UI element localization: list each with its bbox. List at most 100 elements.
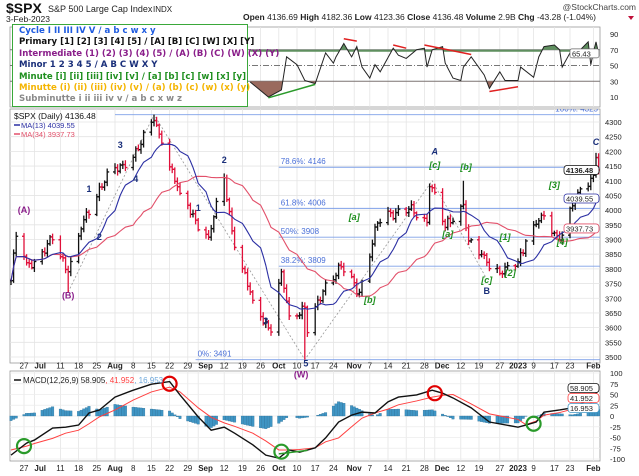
macd-legend-label: MACD(12,26,9) 58.905 bbox=[23, 376, 106, 385]
close-label: Close bbox=[407, 12, 430, 22]
wave-label: 2 bbox=[97, 232, 102, 242]
wave-label: 1 bbox=[86, 184, 91, 194]
rsi-axis-tick-label: 10 bbox=[610, 93, 618, 102]
ohlc-bar bbox=[178, 182, 182, 196]
x-axis-tick-label: Sep bbox=[198, 362, 213, 371]
x-axis-tick-label: 15 bbox=[147, 464, 156, 473]
wave-label: 3 bbox=[118, 140, 123, 150]
ohlc-bar bbox=[196, 218, 201, 232]
x-axis-tick-label: 8 bbox=[131, 362, 136, 371]
price-axis-tick-label: 4200 bbox=[605, 147, 622, 156]
x-axis-tick-label: 2023 bbox=[509, 464, 527, 473]
security-name: S&P 500 Large Cap Index bbox=[48, 4, 153, 14]
macd-histogram-bar bbox=[173, 414, 177, 417]
macd-histogram-bar bbox=[22, 414, 26, 417]
macd-value-tag-text: 41.952 bbox=[570, 394, 593, 403]
x-axis-tick-label: 8 bbox=[131, 464, 136, 473]
macd-histogram-bar bbox=[139, 407, 143, 417]
price-axis-tick-label: 4000 bbox=[605, 206, 622, 215]
price-axis-tick-label: 4300 bbox=[605, 118, 622, 127]
wave-label: [a] bbox=[348, 212, 361, 222]
macd-histogram-bar bbox=[45, 408, 49, 417]
macd-hist-value: , 16.953 bbox=[134, 376, 163, 385]
macd-histogram-bar bbox=[142, 408, 146, 417]
rsi-line bbox=[249, 40, 600, 98]
x-axis-tick-label: 23 bbox=[566, 362, 575, 371]
macd-histogram-bar bbox=[506, 415, 510, 424]
macd-histogram-bar bbox=[430, 409, 434, 417]
high-value: 4182.36 bbox=[321, 12, 352, 22]
macd-axis-tick-label: -75 bbox=[610, 444, 621, 453]
macd-histogram-bar bbox=[82, 408, 86, 417]
macd-histogram-bar bbox=[376, 414, 380, 417]
macd-histogram-bar bbox=[498, 415, 502, 424]
macd-histogram-bar bbox=[77, 411, 81, 417]
macd-histogram-bar bbox=[355, 407, 359, 417]
macd-histogram-bar bbox=[152, 409, 156, 417]
open-label: Open bbox=[243, 12, 265, 22]
fib-level-label: 38.2%: 3809 bbox=[281, 256, 326, 265]
ohlc-bar bbox=[469, 238, 474, 243]
macd-histogram-bar bbox=[558, 413, 562, 417]
macd-histogram-bar bbox=[155, 409, 159, 417]
macd-histogram-bar bbox=[446, 415, 450, 417]
x-axis-tick-label: 21 bbox=[402, 362, 411, 371]
macd-histogram-bar bbox=[394, 408, 398, 417]
ohlc-bar bbox=[159, 130, 164, 146]
macd-histogram-bar bbox=[222, 415, 226, 421]
macd-histogram-bar bbox=[433, 410, 437, 417]
macd-value-tag-text: 16.953 bbox=[570, 404, 593, 413]
x-axis-tick-label: 17 bbox=[311, 362, 320, 371]
macd-histogram-bar bbox=[136, 407, 140, 417]
x-axis-tick-label: Jul bbox=[34, 464, 46, 473]
x-axis-tick-label: 10 bbox=[293, 464, 302, 473]
macd-histogram-bar bbox=[415, 410, 419, 417]
ohlc-bar bbox=[50, 233, 55, 245]
macd-histogram-bar bbox=[285, 415, 289, 418]
x-axis-tick-label: Aug bbox=[107, 362, 123, 371]
ohlc-bar bbox=[105, 168, 110, 187]
x-axis-tick-label: 19 bbox=[475, 362, 484, 371]
macd-histogram-bar bbox=[225, 415, 229, 421]
macd-histogram-bar bbox=[342, 403, 346, 417]
macd-histogram-bar bbox=[407, 409, 411, 417]
price-axis-tick-label: 4100 bbox=[605, 177, 622, 186]
wave-label: [b] bbox=[363, 295, 376, 305]
chart-date: 3-Feb-2023 bbox=[6, 14, 50, 24]
ohlc-bar bbox=[14, 231, 19, 258]
x-axis-tick-label: 19 bbox=[238, 464, 247, 473]
x-axis-tick-label: 17 bbox=[550, 362, 559, 371]
macd-histogram-bar bbox=[316, 414, 320, 417]
x-axis-tick-label: 26 bbox=[256, 464, 265, 473]
macd-histogram-bar bbox=[266, 415, 270, 428]
price-tag bbox=[563, 223, 600, 234]
x-axis-tick-label: 9 bbox=[531, 362, 536, 371]
ohlc-bar bbox=[32, 258, 37, 273]
legend-subminutte: Subminutte i ii iii iv v / a b c x w z bbox=[19, 94, 183, 105]
macd-histogram-bar bbox=[279, 415, 283, 422]
macd-signal-value: , 41.952 bbox=[105, 376, 134, 385]
wave-label: [b] bbox=[459, 162, 472, 172]
ohlc-bar bbox=[542, 210, 546, 220]
elliott-wave-legend: Cycle I II III IV V / a b c w x y Primar… bbox=[12, 24, 279, 107]
chg-value: -43.28 (-1.04%) bbox=[537, 12, 596, 22]
macd-histogram-bar bbox=[277, 415, 281, 424]
x-axis-tick-label: 25 bbox=[92, 362, 101, 371]
fib-level-label: 50%: 3908 bbox=[281, 227, 320, 236]
brand-watermark: @StockCharts.com bbox=[563, 2, 636, 12]
ohlc-bar bbox=[269, 324, 273, 336]
macd-histogram-bar bbox=[337, 401, 341, 417]
macd-histogram-bar bbox=[334, 403, 338, 417]
macd-axis-tick-label: 100 bbox=[610, 369, 623, 378]
x-axis-tick-label: 27 bbox=[495, 464, 504, 473]
x-axis-tick-label: Dec bbox=[435, 464, 450, 473]
ohlc-bar bbox=[560, 231, 565, 245]
macd-histogram-bar bbox=[303, 415, 307, 418]
price-axis-tick-label: 4250 bbox=[605, 133, 622, 142]
macd-histogram-bar bbox=[25, 413, 29, 417]
macd-histogram-bar bbox=[459, 415, 463, 420]
macd-layer bbox=[9, 375, 601, 460]
macd-histogram-bar bbox=[246, 415, 250, 426]
ohlc-bar bbox=[232, 226, 237, 251]
x-axis-tick-label: 2023 bbox=[509, 362, 527, 371]
